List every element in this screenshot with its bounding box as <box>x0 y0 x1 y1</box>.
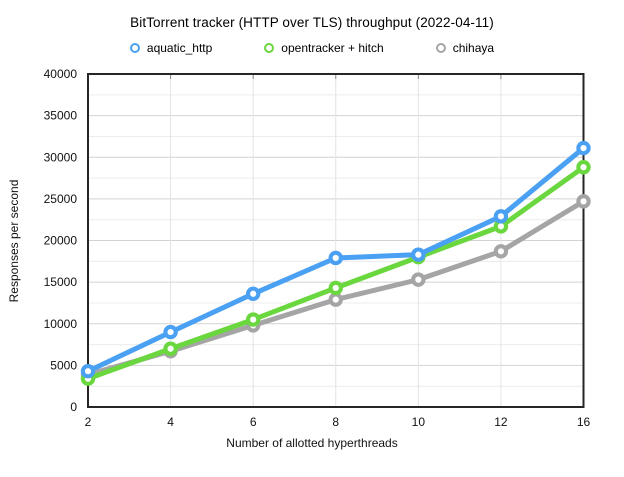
aquatic-http-marker-hole <box>415 251 422 258</box>
legend-label-opentracker-hitch: opentracker + hitch <box>281 41 384 55</box>
legend-item-aquatic-http: aquatic_http <box>129 41 213 55</box>
x-tick-label: 6 <box>250 415 257 429</box>
x-axis-title: Number of allotted hyperthreads <box>226 436 398 450</box>
y-tick-label: 5000 <box>50 358 77 372</box>
aquatic-http-marker-hole <box>250 290 257 297</box>
opentracker-hitch-marker-hole <box>250 316 257 323</box>
aquatic-http-marker-hole <box>332 254 339 262</box>
x-tick-label: 12 <box>494 415 508 429</box>
chihaya-marker-hole <box>497 248 505 255</box>
opentracker-hitch-marker-hole <box>167 345 174 352</box>
y-tick-label: 0 <box>70 400 77 414</box>
x-tick-label: 4 <box>167 415 174 429</box>
opentracker-hitch-marker-hole <box>332 284 339 292</box>
chihaya-marker-hole <box>580 198 587 205</box>
aquatic-http-marker-hole <box>167 328 174 336</box>
y-tick-label: 15000 <box>44 275 78 289</box>
chart-title: BitTorrent tracker (HTTP over TLS) throu… <box>130 15 494 30</box>
opentracker-hitch-marker-hole <box>497 223 505 230</box>
y-tick-label: 10000 <box>44 317 78 331</box>
x-tick-label: 10 <box>412 415 426 429</box>
plot-frame <box>87 73 585 408</box>
y-axis-title: Responses per second <box>7 179 21 303</box>
aquatic-http-ring-marker-icon <box>129 43 140 53</box>
legend-label-chihaya: chihaya <box>452 41 495 55</box>
aquatic-http-marker-hole <box>497 213 505 220</box>
x-tick-label: 8 <box>332 415 339 429</box>
legend: aquatic_http opentracker + hitch chihaya <box>0 41 624 55</box>
aquatic-http-marker-hole <box>580 144 587 152</box>
opentracker-hitch-marker-hole <box>580 164 587 171</box>
legend-label-aquatic-http: aquatic_http <box>146 41 213 55</box>
legend-item-chihaya: chihaya <box>435 41 495 55</box>
chihaya-marker-hole <box>415 276 422 283</box>
legend-item-opentracker-hitch: opentracker + hitch <box>264 41 384 55</box>
chihaya-ring-marker-icon <box>435 43 446 53</box>
opentracker-hitch-ring-marker-icon <box>264 43 275 53</box>
y-tick-label: 25000 <box>44 192 78 206</box>
x-tick-label: 2 <box>85 415 92 429</box>
y-tick-label: 35000 <box>44 109 78 123</box>
aquatic-http-marker-hole <box>84 368 92 375</box>
chihaya-marker-hole <box>332 296 339 303</box>
x-tick-label: 16 <box>577 415 591 429</box>
y-tick-label: 30000 <box>44 150 78 164</box>
y-tick-label: 40000 <box>44 67 78 81</box>
y-tick-label: 20000 <box>44 234 78 248</box>
